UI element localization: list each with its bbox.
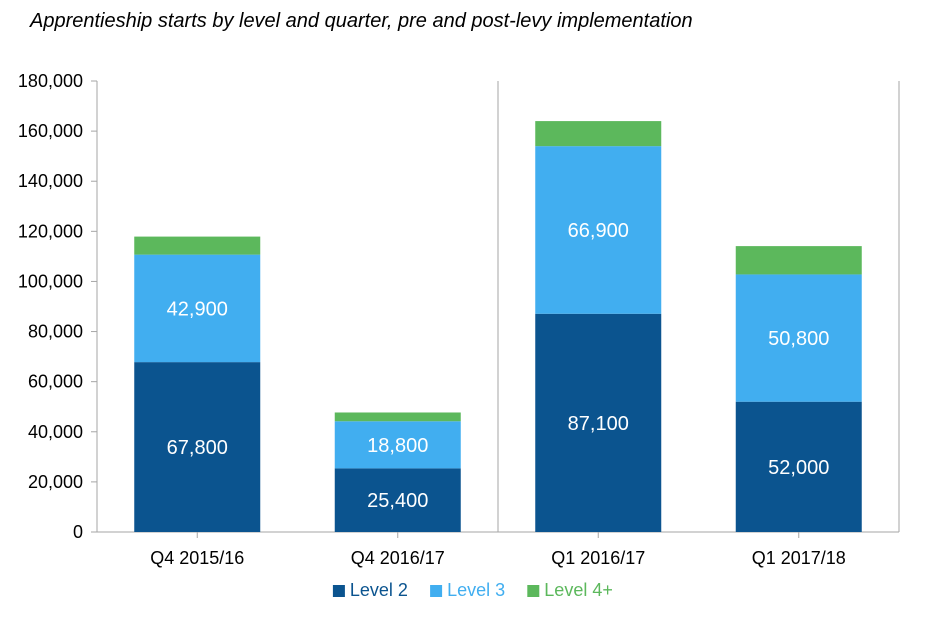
y-tick-label: 0 — [73, 522, 83, 542]
y-tick-label: 120,000 — [18, 221, 83, 241]
bar-segment — [334, 412, 461, 422]
data-label: 18,800 — [367, 435, 428, 457]
legend-entry: Level 3 — [447, 580, 505, 600]
bar-segment — [334, 421, 461, 469]
y-tick-label: 160,000 — [18, 121, 83, 141]
bar-segment — [535, 121, 662, 147]
legend-entry: Level 2 — [350, 580, 408, 600]
y-tick-label: 180,000 — [18, 71, 83, 91]
data-label: 87,100 — [568, 413, 629, 435]
data-label: 52,000 — [768, 457, 829, 479]
bar-segment — [735, 246, 862, 275]
data-label: 50,800 — [768, 328, 829, 350]
legend-swatch — [332, 585, 345, 597]
bar-segment — [134, 236, 261, 255]
category-label: Q1 2017/18 — [752, 548, 846, 568]
bar-segment — [134, 362, 261, 532]
category-label: Q4 2015/16 — [150, 548, 244, 568]
legend-entry: Level 4+ — [544, 580, 613, 600]
data-label: 42,900 — [167, 298, 228, 320]
y-tick-label: 100,000 — [18, 271, 83, 291]
y-tick-label: 40,000 — [28, 422, 83, 442]
bar-segment — [735, 401, 862, 532]
category-label: Q4 2016/17 — [351, 548, 445, 568]
data-label: 67,800 — [167, 437, 228, 459]
y-tick-label: 60,000 — [28, 372, 83, 392]
bar-segment — [535, 146, 662, 314]
y-tick-label: 20,000 — [28, 472, 83, 492]
bar-segment — [334, 468, 461, 532]
y-tick-label: 140,000 — [18, 171, 83, 191]
category-label: Q1 2016/17 — [551, 548, 645, 568]
legend-swatch — [527, 585, 540, 597]
legend-swatch — [430, 585, 443, 597]
y-tick-label: 80,000 — [28, 322, 83, 342]
bar-segment — [134, 254, 261, 363]
data-label: 25,400 — [367, 490, 428, 512]
bar-segment — [735, 274, 862, 402]
chart-title: Apprentieship starts by level and quarte… — [30, 10, 693, 32]
bar-segment — [535, 313, 662, 532]
data-label: 66,900 — [568, 220, 629, 242]
